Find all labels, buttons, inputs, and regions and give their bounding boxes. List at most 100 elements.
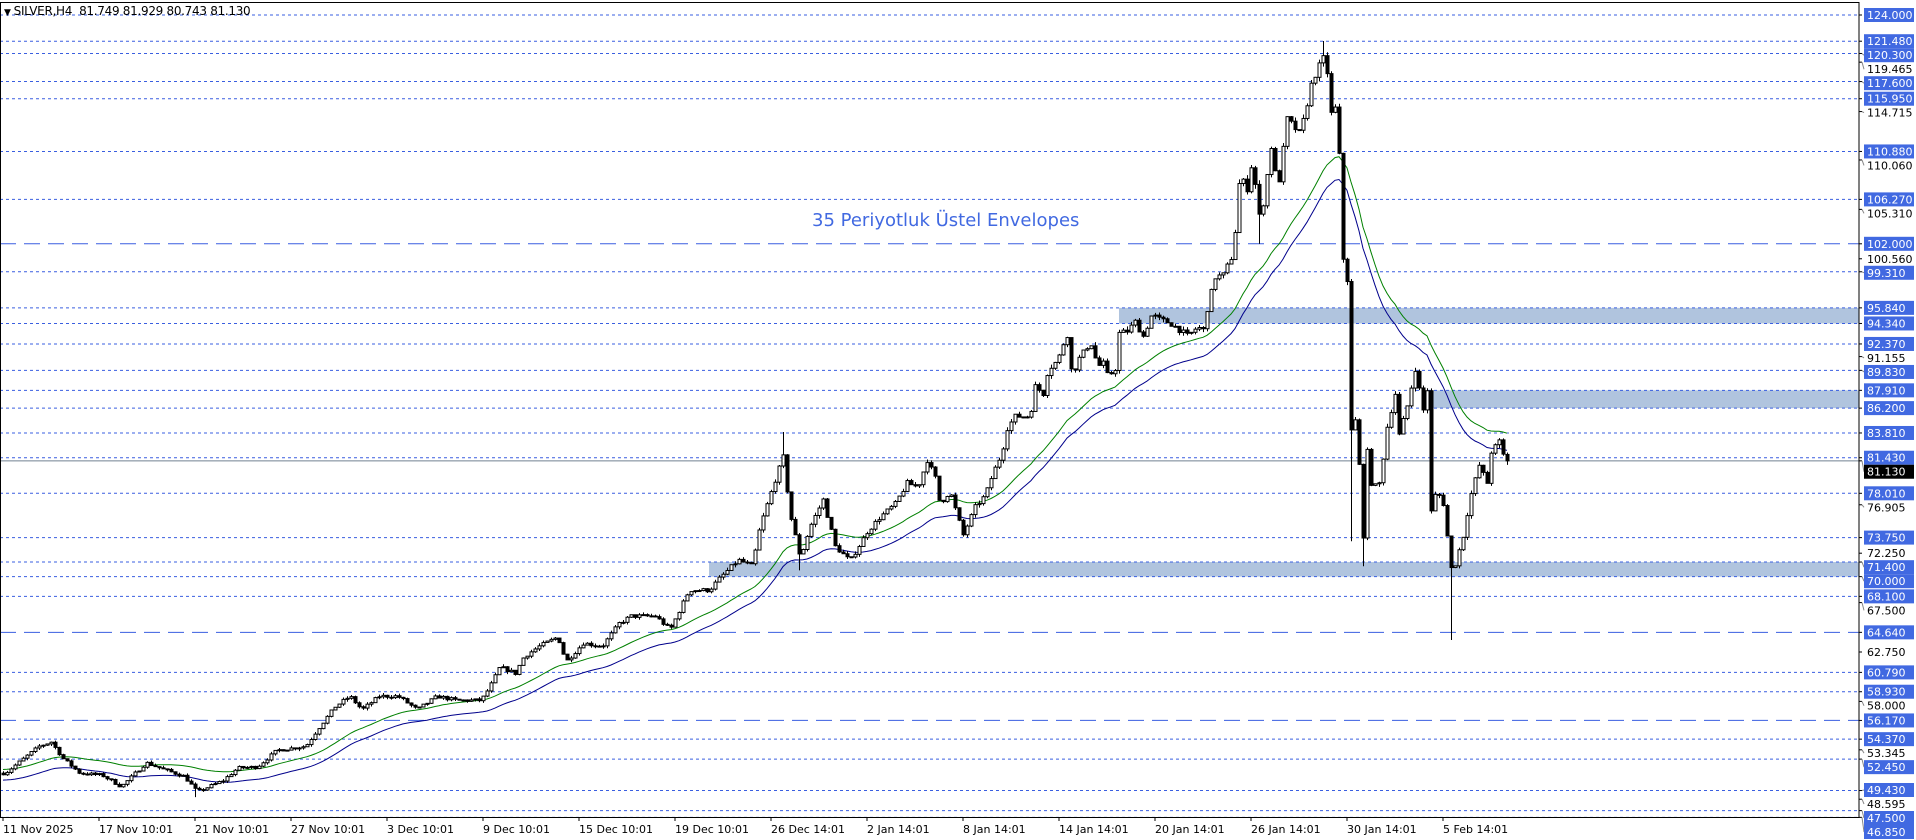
level-label-bg (1864, 450, 1914, 465)
candle-body (369, 702, 374, 705)
candle (9, 767, 14, 775)
candle-body (1069, 337, 1074, 370)
candle-body (805, 535, 810, 551)
candle-body (89, 772, 94, 776)
y-axis-label: 53.345 (1867, 747, 1906, 760)
candle-body (1381, 458, 1386, 484)
candle-body (1013, 413, 1018, 423)
candle-body (1397, 393, 1402, 435)
candle-body (777, 465, 782, 483)
candle (829, 516, 834, 531)
candle (497, 667, 502, 676)
candle (757, 527, 762, 551)
candle-body (1189, 331, 1194, 334)
candle-body (113, 778, 118, 785)
level-price-label: 83.810 (1867, 427, 1906, 440)
candle-body (929, 462, 934, 468)
candle (1085, 347, 1090, 352)
candle-body (1101, 360, 1106, 366)
candle (1369, 448, 1374, 487)
candle (1341, 152, 1346, 263)
label-leader (1861, 789, 1865, 792)
candle (625, 615, 630, 625)
candle-body (57, 746, 62, 756)
candle (1265, 173, 1270, 209)
candle-body (249, 765, 254, 768)
candle-body (1249, 167, 1254, 193)
candle-body (713, 581, 718, 590)
candle (797, 532, 802, 571)
level-price-label: 115.950 (1867, 93, 1913, 106)
candle-body (1277, 170, 1282, 183)
y-axis-label: 76.905 (1867, 501, 1906, 514)
candle (1469, 490, 1474, 519)
price-zone (1118, 307, 1859, 324)
candle-body (433, 695, 438, 700)
candle-body (565, 653, 570, 661)
candle-body (93, 772, 98, 776)
candle (405, 697, 410, 704)
candle-body (1385, 426, 1390, 460)
candle (13, 763, 18, 771)
candle-body (1077, 356, 1082, 371)
candle-body (101, 773, 106, 778)
candle (785, 454, 790, 494)
candle-body (185, 774, 190, 782)
candle (917, 484, 922, 489)
candle-body (493, 674, 498, 684)
level-price-label: 81.430 (1867, 452, 1906, 465)
candle (165, 768, 170, 772)
candle-body (1025, 416, 1030, 419)
candle (77, 768, 82, 775)
candle-body (1073, 368, 1078, 371)
candle-body (541, 641, 546, 647)
candle-body (109, 778, 114, 781)
candle (889, 505, 894, 511)
candle (921, 471, 926, 488)
candle (801, 548, 806, 555)
candle (1453, 565, 1458, 569)
candle-body (441, 695, 446, 699)
level-price-label: 78.010 (1867, 487, 1906, 500)
candle (105, 775, 110, 781)
candle (117, 782, 122, 788)
candle (309, 737, 314, 747)
candle-body (353, 696, 358, 704)
candle (1301, 114, 1306, 134)
candle (385, 694, 390, 700)
candle (473, 698, 478, 702)
candle (1201, 326, 1206, 333)
candle (1089, 345, 1094, 350)
candle (705, 588, 710, 593)
candle (749, 561, 754, 565)
candle-body (681, 600, 686, 613)
candle-body (853, 553, 858, 558)
candle (37, 743, 42, 751)
candle (1209, 288, 1214, 313)
candle-body (149, 761, 154, 767)
candle (1041, 389, 1046, 397)
level-label-bg (1864, 713, 1914, 728)
candle-body (1253, 167, 1258, 185)
candle-body (985, 487, 990, 498)
candle-body (281, 749, 286, 752)
candle-body (1113, 369, 1118, 375)
candle (677, 611, 682, 621)
candle-body (337, 703, 342, 708)
candle-body (205, 787, 210, 791)
candle (437, 694, 442, 699)
candle (533, 647, 538, 653)
level-price-label: 124.000 (1867, 9, 1913, 22)
candle (1137, 318, 1142, 333)
candle (281, 749, 286, 752)
candle-body (1389, 412, 1394, 428)
candle-body (61, 754, 66, 760)
candle-body (1085, 348, 1090, 351)
candle (1101, 358, 1106, 369)
triangle-down-icon[interactable]: ▼ (4, 8, 11, 18)
candle (1245, 175, 1250, 195)
candle (1277, 169, 1282, 183)
candle (149, 760, 154, 767)
candle-body (845, 553, 850, 558)
